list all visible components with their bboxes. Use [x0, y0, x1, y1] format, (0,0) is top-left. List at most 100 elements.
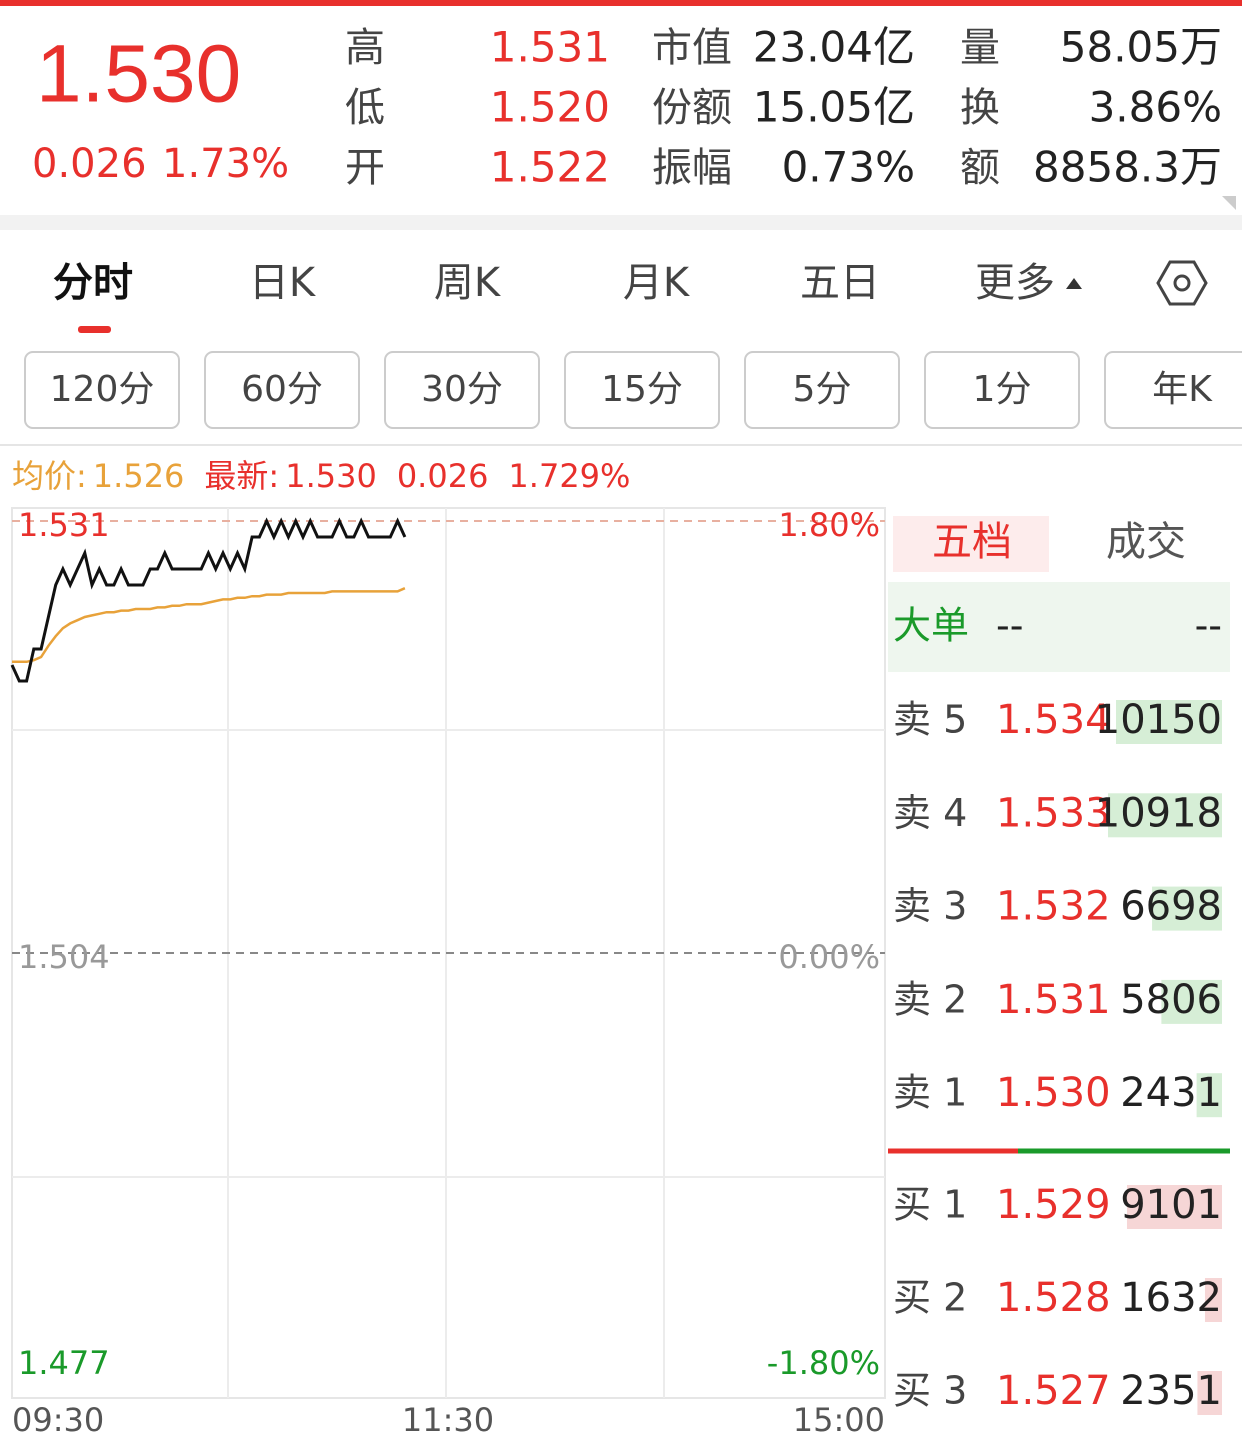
volume-bar: [1196, 1073, 1222, 1118]
period-label[interactable]: 5分: [793, 369, 852, 410]
period-button[interactable]: [1104, 351, 1242, 429]
stat-label: 开: [345, 145, 385, 191]
more-arrow[interactable]: [1066, 278, 1082, 289]
big-order-label: 大单: [893, 604, 969, 648]
period-label[interactable]: 120分: [50, 369, 155, 410]
price: 1.530: [36, 29, 241, 120]
book-label: 卖 1: [893, 1071, 967, 1115]
pct-label: 1.80%: [778, 506, 880, 544]
stat-value: 3.86%: [1089, 83, 1222, 132]
book-label: 卖 5: [893, 698, 967, 742]
stat-label: 份额: [652, 85, 732, 131]
period-label[interactable]: 30分: [421, 369, 503, 410]
book-price: 1.534: [996, 697, 1111, 743]
legend: 均价: 1.526 最新: 1.530 0.026 1.729%: [12, 457, 630, 495]
stat-value: 58.05万: [1060, 23, 1222, 72]
change: 0.026: [32, 141, 147, 187]
x-label: 15:00: [793, 1401, 885, 1439]
big-order-sell: --: [1195, 604, 1222, 648]
stat-label: 低: [345, 85, 385, 131]
period-button[interactable]: [204, 351, 360, 429]
period-button[interactable]: [924, 351, 1080, 429]
stat-value: 1.520: [490, 83, 610, 132]
stat-value: 8858.3万: [1033, 143, 1222, 192]
legend-change-pct: 1.729%: [508, 457, 630, 495]
volume-bar: [1108, 793, 1222, 838]
tab[interactable]: 日K: [249, 260, 317, 306]
period-button[interactable]: [24, 351, 180, 429]
period-label[interactable]: 1分: [973, 369, 1032, 410]
book-volume: 2431: [1120, 1070, 1222, 1116]
book-price: 1.532: [996, 884, 1111, 930]
volume-bar: [1152, 886, 1222, 931]
book-label: 买 2: [893, 1276, 967, 1320]
stat-label: 换: [960, 85, 1000, 131]
tab[interactable]: 周K: [434, 260, 502, 306]
legend-latest-label: 最新:: [204, 457, 279, 495]
volume-bar: [1161, 979, 1222, 1024]
legend-avg: 1.526: [93, 457, 185, 495]
stat-label: 量: [960, 25, 1000, 71]
top-bar: [0, 0, 1242, 6]
x-label: 11:30: [402, 1401, 494, 1439]
book-label: 卖 3: [893, 884, 967, 928]
x-label: 09:30: [12, 1401, 104, 1439]
book-label: 卖 4: [893, 791, 967, 835]
book-tab: 成交: [1106, 519, 1186, 565]
book-volume: 9101: [1120, 1182, 1222, 1228]
book-price: 1.530: [996, 1070, 1111, 1116]
stat-value: 0.73%: [782, 143, 915, 192]
volume-bar: [1204, 1278, 1222, 1322]
price-line: [10, 517, 407, 683]
period-button[interactable]: [384, 351, 540, 429]
period-label[interactable]: 年K: [1152, 369, 1213, 410]
tab[interactable]: 月K: [623, 260, 691, 306]
tab[interactable]: 五日: [800, 260, 880, 306]
book-volume: 10918: [1095, 790, 1222, 836]
book-price: 1.529: [996, 1182, 1111, 1228]
book-label: 买 1: [893, 1183, 967, 1227]
tab-active-bg: [893, 516, 1049, 572]
tab[interactable]: 更多: [975, 260, 1055, 306]
book-volume: 2351: [1120, 1368, 1222, 1414]
book-price: 1.527: [996, 1368, 1111, 1414]
book-tab: 五档: [932, 519, 1012, 565]
stat-label: 额: [960, 145, 1000, 191]
book-label: 卖 2: [893, 977, 967, 1021]
book-volume: 6698: [1120, 884, 1222, 930]
book-label: 买 3: [893, 1369, 967, 1413]
big-order-bg: [888, 582, 1230, 672]
tab-underline: [78, 326, 111, 333]
resize-corner: [1222, 196, 1236, 210]
period-button[interactable]: [564, 351, 720, 429]
volume-bar: [1197, 1371, 1222, 1415]
stat-value: 15.05亿: [753, 83, 915, 132]
y-tick-label: 1.504: [18, 938, 110, 976]
settings-icon[interactable]: [1156, 260, 1208, 306]
stat-label: 市值: [652, 25, 732, 71]
book-price: 1.533: [996, 790, 1111, 836]
legend-latest: 1.530: [285, 457, 377, 495]
book-price: 1.528: [996, 1275, 1111, 1321]
period-button[interactable]: [744, 351, 900, 429]
big-order-buy: --: [996, 604, 1023, 648]
change-pct: 1.73%: [162, 141, 289, 187]
stat-value: 1.522: [490, 143, 610, 192]
stat-value: 23.04亿: [753, 23, 915, 72]
y-tick-label: 1.477: [18, 1344, 110, 1382]
pct-label: 0.00%: [778, 938, 880, 976]
book-volume: 10150: [1095, 697, 1222, 743]
volume-bar: [1116, 700, 1222, 744]
legend-change: 0.026: [397, 457, 489, 495]
period-label[interactable]: 60分: [241, 369, 323, 410]
book-price: 1.531: [996, 977, 1111, 1023]
book-volume: 5806: [1120, 977, 1222, 1023]
stat-label: 振幅: [652, 145, 732, 191]
stat-label: 高: [345, 25, 385, 71]
tab[interactable]: 分时: [53, 260, 133, 306]
legend-avg-label: 均价:: [12, 457, 87, 495]
period-label[interactable]: 15分: [601, 369, 683, 410]
price-line: [12, 587, 406, 664]
stat-value: 1.531: [490, 23, 610, 72]
